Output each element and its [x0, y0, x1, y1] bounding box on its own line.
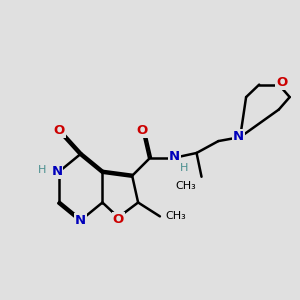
Text: N: N	[232, 130, 244, 142]
Text: O: O	[276, 76, 287, 89]
Text: H: H	[38, 165, 46, 175]
Text: CH₃: CH₃	[166, 212, 187, 221]
Text: N: N	[51, 165, 62, 178]
Text: O: O	[136, 124, 148, 137]
Text: N: N	[75, 214, 86, 227]
Text: N: N	[169, 150, 180, 164]
Text: H: H	[179, 163, 188, 173]
Text: CH₃: CH₃	[176, 181, 196, 191]
Text: O: O	[53, 124, 64, 137]
Text: O: O	[113, 213, 124, 226]
